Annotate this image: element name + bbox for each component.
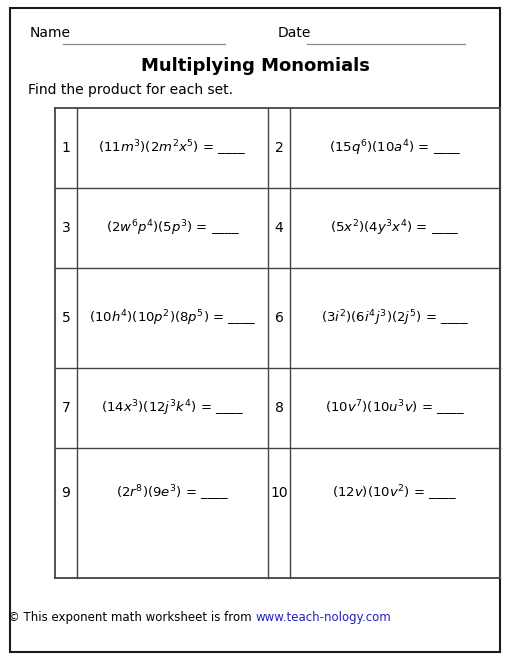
Text: Date: Date — [277, 26, 311, 40]
Text: 8: 8 — [274, 401, 283, 415]
Text: $(11m^3)(2m^2x^5)$ = ____: $(11m^3)(2m^2x^5)$ = ____ — [98, 138, 246, 158]
Text: 6: 6 — [274, 311, 283, 325]
Text: $(2w^6p^4)(5p^3)$ = ____: $(2w^6p^4)(5p^3)$ = ____ — [105, 218, 239, 238]
Text: $(12v)(10v^2)$ = ____: $(12v)(10v^2)$ = ____ — [332, 483, 457, 503]
Text: Find the product for each set.: Find the product for each set. — [28, 83, 233, 97]
Text: 4: 4 — [274, 221, 283, 235]
Text: $(15q^6)(10a^4)$ = ____: $(15q^6)(10a^4)$ = ____ — [328, 138, 461, 158]
Text: $(5x^2)(4y^3x^4)$ = ____: $(5x^2)(4y^3x^4)$ = ____ — [329, 218, 459, 238]
Text: $(10h^4)(10p^2)(8p^5)$ = ____: $(10h^4)(10p^2)(8p^5)$ = ____ — [89, 308, 256, 328]
Text: Name: Name — [30, 26, 71, 40]
Text: $(2r^8)(9e^3)$ = ____: $(2r^8)(9e^3)$ = ____ — [116, 483, 229, 503]
Text: 1: 1 — [62, 141, 70, 155]
Text: $(14x^3)(12j^3k^4)$ = ____: $(14x^3)(12j^3k^4)$ = ____ — [101, 398, 243, 418]
Text: 9: 9 — [62, 486, 70, 500]
Text: 10: 10 — [270, 486, 287, 500]
Text: Multiplying Monomials: Multiplying Monomials — [140, 57, 369, 75]
Text: 2: 2 — [274, 141, 283, 155]
Text: 7: 7 — [62, 401, 70, 415]
Text: 5: 5 — [62, 311, 70, 325]
Text: 3: 3 — [62, 221, 70, 235]
Text: www.teach-nology.com: www.teach-nology.com — [256, 612, 391, 624]
Text: $(10v^7)(10u^3v)$ = ____: $(10v^7)(10u^3v)$ = ____ — [324, 398, 464, 418]
Text: © This exponent math worksheet is from: © This exponent math worksheet is from — [8, 612, 254, 624]
Text: $(3i^2)(6i^4j^3)(2j^5)$ = ____: $(3i^2)(6i^4j^3)(2j^5)$ = ____ — [320, 308, 468, 328]
